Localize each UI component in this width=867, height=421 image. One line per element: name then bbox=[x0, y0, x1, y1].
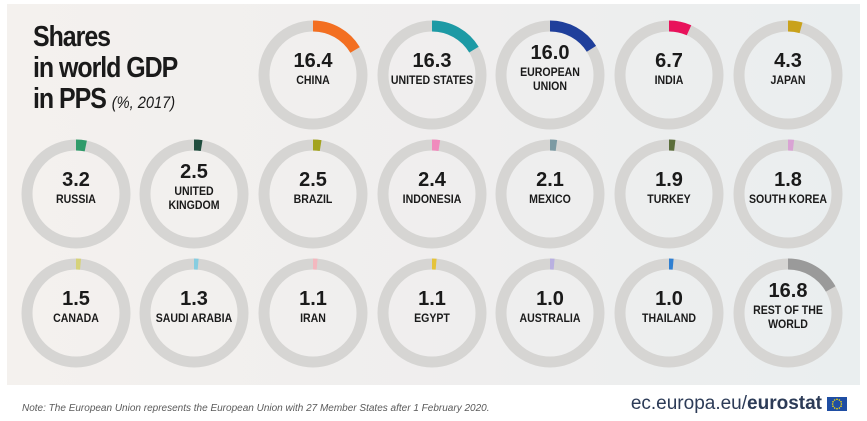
donut-turkey: 1.9 TURKEY bbox=[614, 139, 724, 249]
title-line-2: in world GDP bbox=[33, 52, 178, 84]
donut-saudi-arabia: 1.3 SAUDI ARABIA bbox=[139, 258, 249, 368]
value-label: 16.0 bbox=[531, 42, 570, 64]
donut-slice-russia bbox=[21, 139, 131, 249]
donut-russia: 3.2 RUSSIA bbox=[21, 139, 131, 249]
eu-flag-icon bbox=[827, 397, 847, 411]
donut-south-korea: 1.8 SOUTH KOREA bbox=[733, 139, 843, 249]
value-label: 1.5 bbox=[62, 288, 90, 310]
donut-slice-australia bbox=[495, 258, 605, 368]
value-label: 1.9 bbox=[655, 169, 683, 191]
value-label: 4.3 bbox=[774, 50, 802, 72]
brand-name: eurostat bbox=[747, 393, 822, 414]
donut-slice-brazil bbox=[258, 139, 368, 249]
donut-slice-canada bbox=[21, 258, 131, 368]
category-label: INDONESIA bbox=[403, 193, 462, 206]
category-label: CHINA bbox=[296, 74, 329, 87]
value-label: 1.1 bbox=[299, 288, 327, 310]
brand-text: ec.europa.eu/eurostat bbox=[631, 393, 822, 415]
donut-slice-india bbox=[614, 20, 724, 130]
category-label: IRAN bbox=[300, 312, 326, 325]
category-label: INDIA bbox=[655, 74, 684, 87]
donut-egypt: 1.1 EGYPT bbox=[377, 258, 487, 368]
donut-slice-south-korea bbox=[733, 139, 843, 249]
category-label: EGYPT bbox=[414, 312, 450, 325]
donut-slice-thailand bbox=[614, 258, 724, 368]
category-label: EUROPEAN bbox=[520, 66, 580, 79]
category-label: UNITED bbox=[174, 185, 213, 198]
category-label: CANADA bbox=[53, 312, 99, 325]
value-label: 16.3 bbox=[413, 50, 452, 72]
value-label: 16.8 bbox=[769, 280, 808, 302]
category-label: WORLD bbox=[768, 318, 808, 331]
value-label: 2.4 bbox=[418, 169, 447, 191]
brand-domain: ec.europa.eu/ bbox=[630, 393, 748, 414]
donut-slice-indonesia bbox=[377, 139, 487, 249]
category-label: JAPAN bbox=[770, 74, 805, 87]
value-label: 1.1 bbox=[418, 288, 446, 310]
donut-slice-saudi-arabia bbox=[139, 258, 249, 368]
value-label: 1.8 bbox=[774, 169, 802, 191]
donut-canada: 1.5 CANADA bbox=[21, 258, 131, 368]
eurostat-brand[interactable]: ec.europa.eu/eurostat bbox=[631, 393, 847, 415]
donut-slice-china bbox=[258, 20, 368, 130]
donut-brazil: 2.5 BRAZIL bbox=[258, 139, 368, 249]
value-label: 3.2 bbox=[62, 169, 90, 191]
donut-iran: 1.1 IRAN bbox=[258, 258, 368, 368]
category-label: TURKEY bbox=[647, 193, 691, 206]
donut-indonesia: 2.4 INDONESIA bbox=[377, 139, 487, 249]
donut-japan: 4.3 JAPAN bbox=[733, 20, 843, 130]
category-label: UNION bbox=[533, 80, 567, 93]
donut-mexico: 2.1 MEXICO bbox=[495, 139, 605, 249]
donut-slice-united-kingdom bbox=[139, 139, 249, 249]
value-label: 6.7 bbox=[655, 50, 683, 72]
donut-australia: 1.0 AUSTRALIA bbox=[495, 258, 605, 368]
donut-slice-european-union bbox=[495, 20, 605, 130]
category-label: BRAZIL bbox=[294, 193, 333, 206]
chart-subtitle: (%, 2017) bbox=[111, 93, 176, 112]
value-label: 2.5 bbox=[299, 169, 327, 191]
donut-slice-japan bbox=[733, 20, 843, 130]
chart-title: Shares in world GDP in PPS (%, 2017) bbox=[33, 21, 178, 118]
value-label: 1.0 bbox=[655, 288, 683, 310]
category-label: KINGDOM bbox=[168, 199, 219, 212]
footnote: Note: The European Union represents the … bbox=[22, 403, 490, 414]
donut-united-states: 16.3 UNITED STATES bbox=[377, 20, 487, 130]
value-label: 1.3 bbox=[180, 288, 208, 310]
value-label: 2.1 bbox=[536, 169, 564, 191]
category-label: UNITED STATES bbox=[391, 74, 474, 87]
value-label: 1.0 bbox=[536, 288, 564, 310]
donut-china: 16.4 CHINA bbox=[258, 20, 368, 130]
donut-slice-iran bbox=[258, 258, 368, 368]
donut-slice-turkey bbox=[614, 139, 724, 249]
category-label: REST OF THE bbox=[753, 304, 823, 317]
value-label: 2.5 bbox=[180, 161, 208, 183]
title-line-1: Shares bbox=[33, 21, 111, 53]
donut-thailand: 1.0 THAILAND bbox=[614, 258, 724, 368]
donut-india: 6.7 INDIA bbox=[614, 20, 724, 130]
category-label: RUSSIA bbox=[56, 193, 96, 206]
category-label: MEXICO bbox=[529, 193, 571, 206]
donut-slice-united-states bbox=[377, 20, 487, 130]
donut-slice-egypt bbox=[377, 258, 487, 368]
value-label: 16.4 bbox=[294, 50, 334, 72]
title-line-3: in PPS (%, 2017) bbox=[33, 84, 177, 118]
title-line-3-text: in PPS bbox=[33, 83, 107, 115]
category-label: SAUDI ARABIA bbox=[156, 312, 232, 325]
category-label: AUSTRALIA bbox=[520, 312, 581, 325]
donut-slice-rest-of-the-world bbox=[733, 258, 843, 368]
donut-slice-mexico bbox=[495, 139, 605, 249]
category-label: THAILAND bbox=[642, 312, 696, 325]
category-label: SOUTH KOREA bbox=[749, 193, 827, 206]
